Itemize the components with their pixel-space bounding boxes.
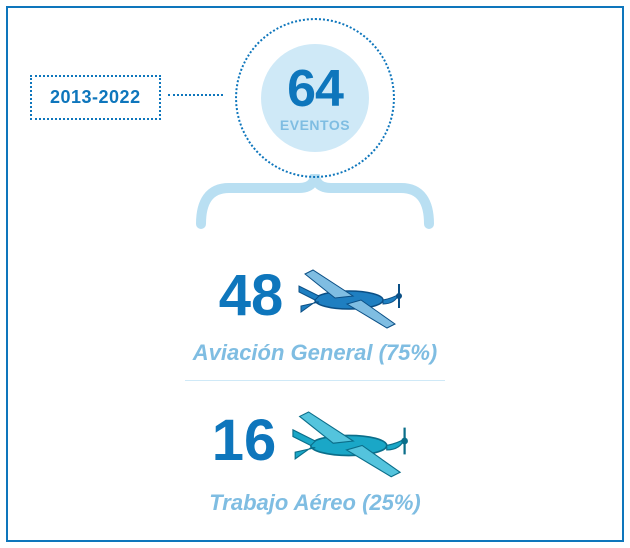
- period-connector: [168, 94, 223, 96]
- category-divider: [185, 380, 445, 381]
- plane-icon: [284, 396, 418, 486]
- category-number: 16: [212, 412, 277, 470]
- plane-tail-top: [293, 430, 315, 446]
- category-number: 48: [219, 267, 284, 325]
- plane-tail-top: [299, 286, 319, 300]
- category-label: Aviación General (75%): [145, 340, 485, 366]
- total-number: 64: [287, 63, 343, 115]
- infographic-canvas: 2013-2022 64 EVENTOS 48 Aviación: [8, 8, 622, 540]
- brace-icon: [185, 174, 445, 252]
- total-inner-circle: 64 EVENTOS: [261, 44, 369, 152]
- total-outer-circle: 64 EVENTOS: [235, 18, 395, 178]
- infographic-frame: 2013-2022 64 EVENTOS 48 Aviación: [6, 6, 624, 542]
- category-block: 48 Aviación General (75%): [145, 256, 485, 366]
- plane-icon: [291, 256, 411, 336]
- period-chip: 2013-2022: [30, 75, 161, 120]
- category-row: 48: [145, 256, 485, 336]
- period-text: 2013-2022: [50, 87, 141, 107]
- brace-path: [201, 176, 429, 224]
- category-block: 16 Trabajo Aéreo (25%): [145, 396, 485, 516]
- total-label: EVENTOS: [280, 117, 350, 133]
- category-row: 16: [145, 396, 485, 486]
- category-label: Trabajo Aéreo (25%): [145, 490, 485, 516]
